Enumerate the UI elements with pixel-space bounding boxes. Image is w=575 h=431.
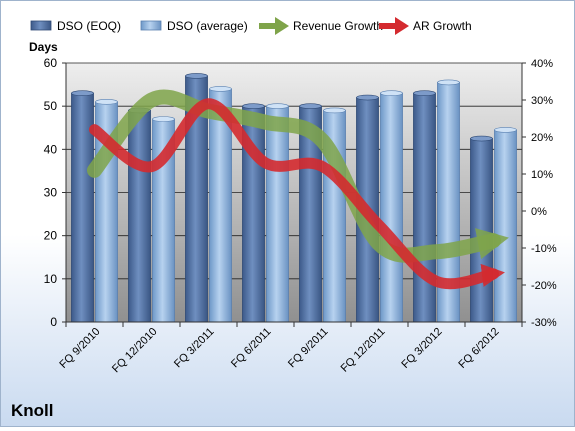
right-tick-label: 10% xyxy=(531,169,553,181)
bar-dso-average xyxy=(152,116,175,323)
legend-swatch xyxy=(30,20,52,31)
bar-dso-average xyxy=(266,103,289,323)
bar-dso-eoq xyxy=(470,135,493,323)
legend-swatch xyxy=(140,20,162,31)
x-tick-label: FQ 9/2010 xyxy=(57,326,102,371)
legend-item: DSO (EOQ) xyxy=(30,19,121,33)
x-tick-label: FQ 9/2011 xyxy=(286,326,331,371)
right-axis-ticks: -30% -20% -10% 0% 10% 20% 30% 40% xyxy=(522,58,557,329)
legend-label: AR Growth xyxy=(413,19,472,33)
company-name: Knoll xyxy=(11,401,54,420)
right-tick-label: -30% xyxy=(531,317,557,329)
bar-dso-average xyxy=(494,127,517,323)
left-axis-ticks: 0 10 20 30 40 50 60 xyxy=(44,56,66,329)
ar-growth-line xyxy=(89,98,505,290)
left-tick-label: 40 xyxy=(44,142,58,156)
x-tick-label: FQ 12/2011 xyxy=(339,326,388,375)
bar-dso-average xyxy=(209,86,232,323)
legend-arrow-icon xyxy=(275,17,289,35)
left-tick-label: 20 xyxy=(44,229,58,243)
legend-arrow-icon xyxy=(395,17,409,35)
left-tick-label: 60 xyxy=(44,56,58,70)
bar-dso-average xyxy=(437,79,460,323)
x-axis-labels: FQ 9/2010 FQ 12/2010 FQ 3/2011 FQ 6/2011 FQ … xyxy=(57,326,501,376)
x-tick-label: FQ 6/2011 xyxy=(229,326,274,371)
left-tick-label: 0 xyxy=(50,315,57,329)
left-tick-label: 10 xyxy=(44,272,58,286)
x-tick-label: FQ 3/2011 xyxy=(172,326,217,371)
legend-item: DSO (average) xyxy=(140,19,248,33)
legend: DSO (EOQ) DSO (average) Revenue Growth AR G… xyxy=(30,17,472,35)
legend-label: DSO (average) xyxy=(167,19,248,33)
legend-item: Revenue Growth xyxy=(259,17,383,35)
x-tick-label: FQ 6/2012 xyxy=(456,326,501,371)
right-tick-label: 0% xyxy=(531,206,547,218)
legend-label: Revenue Growth xyxy=(293,19,383,33)
bar-dso-eoq xyxy=(185,73,208,323)
bar-dso-eoq xyxy=(71,90,94,323)
x-tick-label: FQ 12/2010 xyxy=(110,326,160,376)
right-tick-label: -20% xyxy=(531,280,557,292)
right-tick-label: -10% xyxy=(531,243,557,255)
x-tick-label: FQ 3/2012 xyxy=(399,326,444,371)
right-tick-label: 30% xyxy=(531,95,553,107)
left-tick-label: 50 xyxy=(44,99,58,113)
left-axis-label: Days xyxy=(29,40,58,54)
left-tick-label: 30 xyxy=(44,186,58,200)
growth-lines xyxy=(87,89,509,290)
legend-label: DSO (EOQ) xyxy=(57,19,121,33)
right-tick-label: 20% xyxy=(531,132,553,144)
revenue-growth-line xyxy=(87,89,509,263)
bar-dso-average xyxy=(380,90,403,323)
legend-item: AR Growth xyxy=(379,17,472,35)
right-tick-label: 40% xyxy=(531,58,553,70)
bar-dso-eoq xyxy=(413,90,436,323)
bar-dso-eoq xyxy=(128,107,151,323)
